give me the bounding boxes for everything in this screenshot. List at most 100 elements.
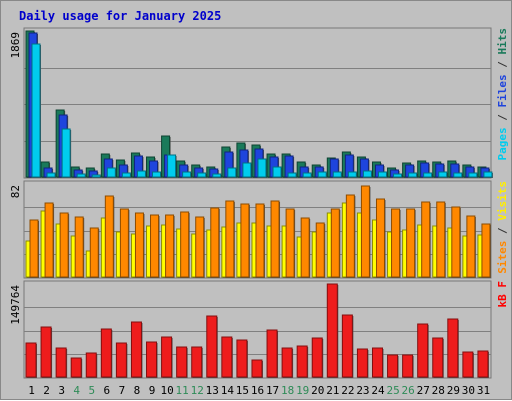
bar-pages-day-17 — [272, 166, 282, 178]
bar-sites-day-18 — [285, 208, 295, 278]
legend-entry: / — [496, 108, 509, 128]
bar-kb-f-day-14 — [221, 336, 233, 378]
bar-kb-f-day-15 — [236, 339, 248, 378]
bar-sites-day-20 — [315, 222, 325, 278]
bar-pages-day-16 — [257, 158, 267, 178]
day-label-5: 5 — [88, 384, 95, 397]
bar-kb-f-day-5 — [85, 352, 97, 378]
bar-kb-f-day-8 — [130, 321, 142, 378]
bar-pages-day-12 — [197, 172, 207, 178]
chart-title: Daily usage for January 2025 — [19, 9, 222, 23]
day-label-11: 11 — [176, 384, 189, 397]
bar-kb-f-day-29 — [447, 318, 459, 378]
bar-pages-day-9 — [152, 171, 162, 178]
bar-kb-f-day-23 — [356, 348, 368, 378]
legend-entry: / — [496, 55, 509, 75]
panel-top-max-label: 1869 — [9, 32, 22, 59]
bar-sites-day-16 — [255, 203, 265, 278]
day-label-9: 9 — [149, 384, 156, 397]
bar-pages-day-28 — [438, 171, 448, 178]
bar-kb-f-day-31 — [477, 350, 489, 378]
day-label-2: 2 — [43, 384, 50, 397]
bar-kb-f-day-25 — [387, 354, 399, 378]
legend-entry: Visits — [496, 181, 509, 221]
bar-sites-day-26 — [406, 208, 416, 278]
bar-kb-f-day-17 — [266, 329, 278, 378]
day-label-1: 1 — [28, 384, 35, 397]
bar-sites-day-1 — [29, 219, 39, 278]
x-axis-day-labels: 1 2 3 4 5 6 7 8 9 10 11 12 13 14 15 16 17 18 19 20 21 22 23 24 2… — [28, 384, 490, 397]
panel-bot: 149764 kB F — [9, 280, 509, 379]
legend-entry: Pages — [496, 127, 509, 160]
bar-pages-day-7 — [121, 172, 131, 178]
day-label-15: 15 — [236, 384, 249, 397]
bar-sites-day-21 — [330, 208, 340, 278]
bar-sites-day-30 — [466, 215, 476, 278]
bar-pages-day-23 — [362, 170, 372, 178]
bar-kb-f-day-16 — [251, 359, 263, 378]
bar-sites-day-22 — [345, 194, 355, 278]
bar-kb-f-day-27 — [417, 323, 429, 378]
bar-kb-f-day-3 — [55, 347, 67, 378]
legend-entry: kB F — [496, 281, 509, 308]
day-label-24: 24 — [371, 384, 385, 397]
day-label-31: 31 — [477, 384, 490, 397]
bar-kb-f-day-18 — [281, 347, 293, 378]
day-label-28: 28 — [432, 384, 445, 397]
bar-kb-f-day-20 — [311, 337, 323, 378]
bar-pages-day-8 — [136, 170, 146, 178]
bar-sites-day-28 — [436, 201, 446, 278]
bar-sites-day-29 — [451, 206, 461, 278]
bar-sites-day-11 — [180, 211, 190, 278]
day-label-30: 30 — [462, 384, 475, 397]
bar-pages-day-15 — [242, 162, 252, 178]
day-label-21: 21 — [326, 384, 339, 397]
bar-pages-day-31 — [483, 171, 493, 178]
bar-kb-f-day-28 — [432, 337, 444, 378]
bar-kb-f-day-22 — [341, 314, 353, 378]
day-label-17: 17 — [266, 384, 279, 397]
day-label-27: 27 — [417, 384, 430, 397]
bar-sites-day-19 — [300, 217, 310, 278]
bar-kb-f-day-6 — [100, 328, 112, 378]
bar-sites-day-27 — [421, 201, 431, 278]
day-label-8: 8 — [134, 384, 141, 397]
bar-pages-day-27 — [423, 172, 433, 178]
bar-kb-f-day-11 — [176, 346, 188, 378]
bar-sites-day-9 — [150, 214, 160, 278]
bar-pages-day-26 — [408, 172, 418, 178]
bar-pages-day-21 — [332, 171, 342, 178]
bar-pages-day-13 — [212, 173, 222, 178]
bar-kb-f-day-13 — [206, 315, 218, 378]
bar-pages-day-3 — [61, 128, 71, 178]
bar-sites-day-7 — [119, 208, 129, 278]
panel-top-legend: Pages / Files / Hits — [496, 28, 509, 161]
bar-kb-f-day-7 — [115, 342, 127, 378]
bar-sites-day-3 — [59, 212, 69, 278]
bar-sites-day-23 — [360, 185, 370, 278]
bar-kb-f-day-1 — [25, 342, 37, 378]
bar-kb-f-day-24 — [371, 347, 383, 378]
day-label-16: 16 — [251, 384, 264, 397]
day-label-29: 29 — [447, 384, 460, 397]
legend-entry: / — [496, 221, 509, 241]
bar-pages-day-19 — [302, 172, 312, 178]
legend-entry: Sites — [496, 241, 509, 274]
bar-pages-day-14 — [227, 167, 237, 178]
legend-entry: Files — [496, 74, 509, 107]
bar-kb-f-day-26 — [402, 354, 414, 378]
bar-pages-day-6 — [106, 167, 116, 178]
bar-kb-f-day-2 — [40, 326, 52, 378]
bar-sites-day-2 — [44, 202, 54, 278]
day-label-10: 10 — [160, 384, 173, 397]
bar-kb-f-day-9 — [146, 341, 158, 378]
legend-entry: Hits — [496, 28, 509, 55]
bar-pages-day-22 — [347, 171, 357, 178]
panel-bot-max-label: 149764 — [9, 285, 22, 325]
day-label-26: 26 — [402, 384, 415, 397]
day-label-20: 20 — [311, 384, 324, 397]
bar-sites-day-31 — [481, 223, 491, 278]
bar-sites-day-13 — [210, 207, 220, 278]
bar-pages-day-18 — [287, 172, 297, 178]
panel-mid: 82 Sites / Visits — [9, 180, 509, 279]
